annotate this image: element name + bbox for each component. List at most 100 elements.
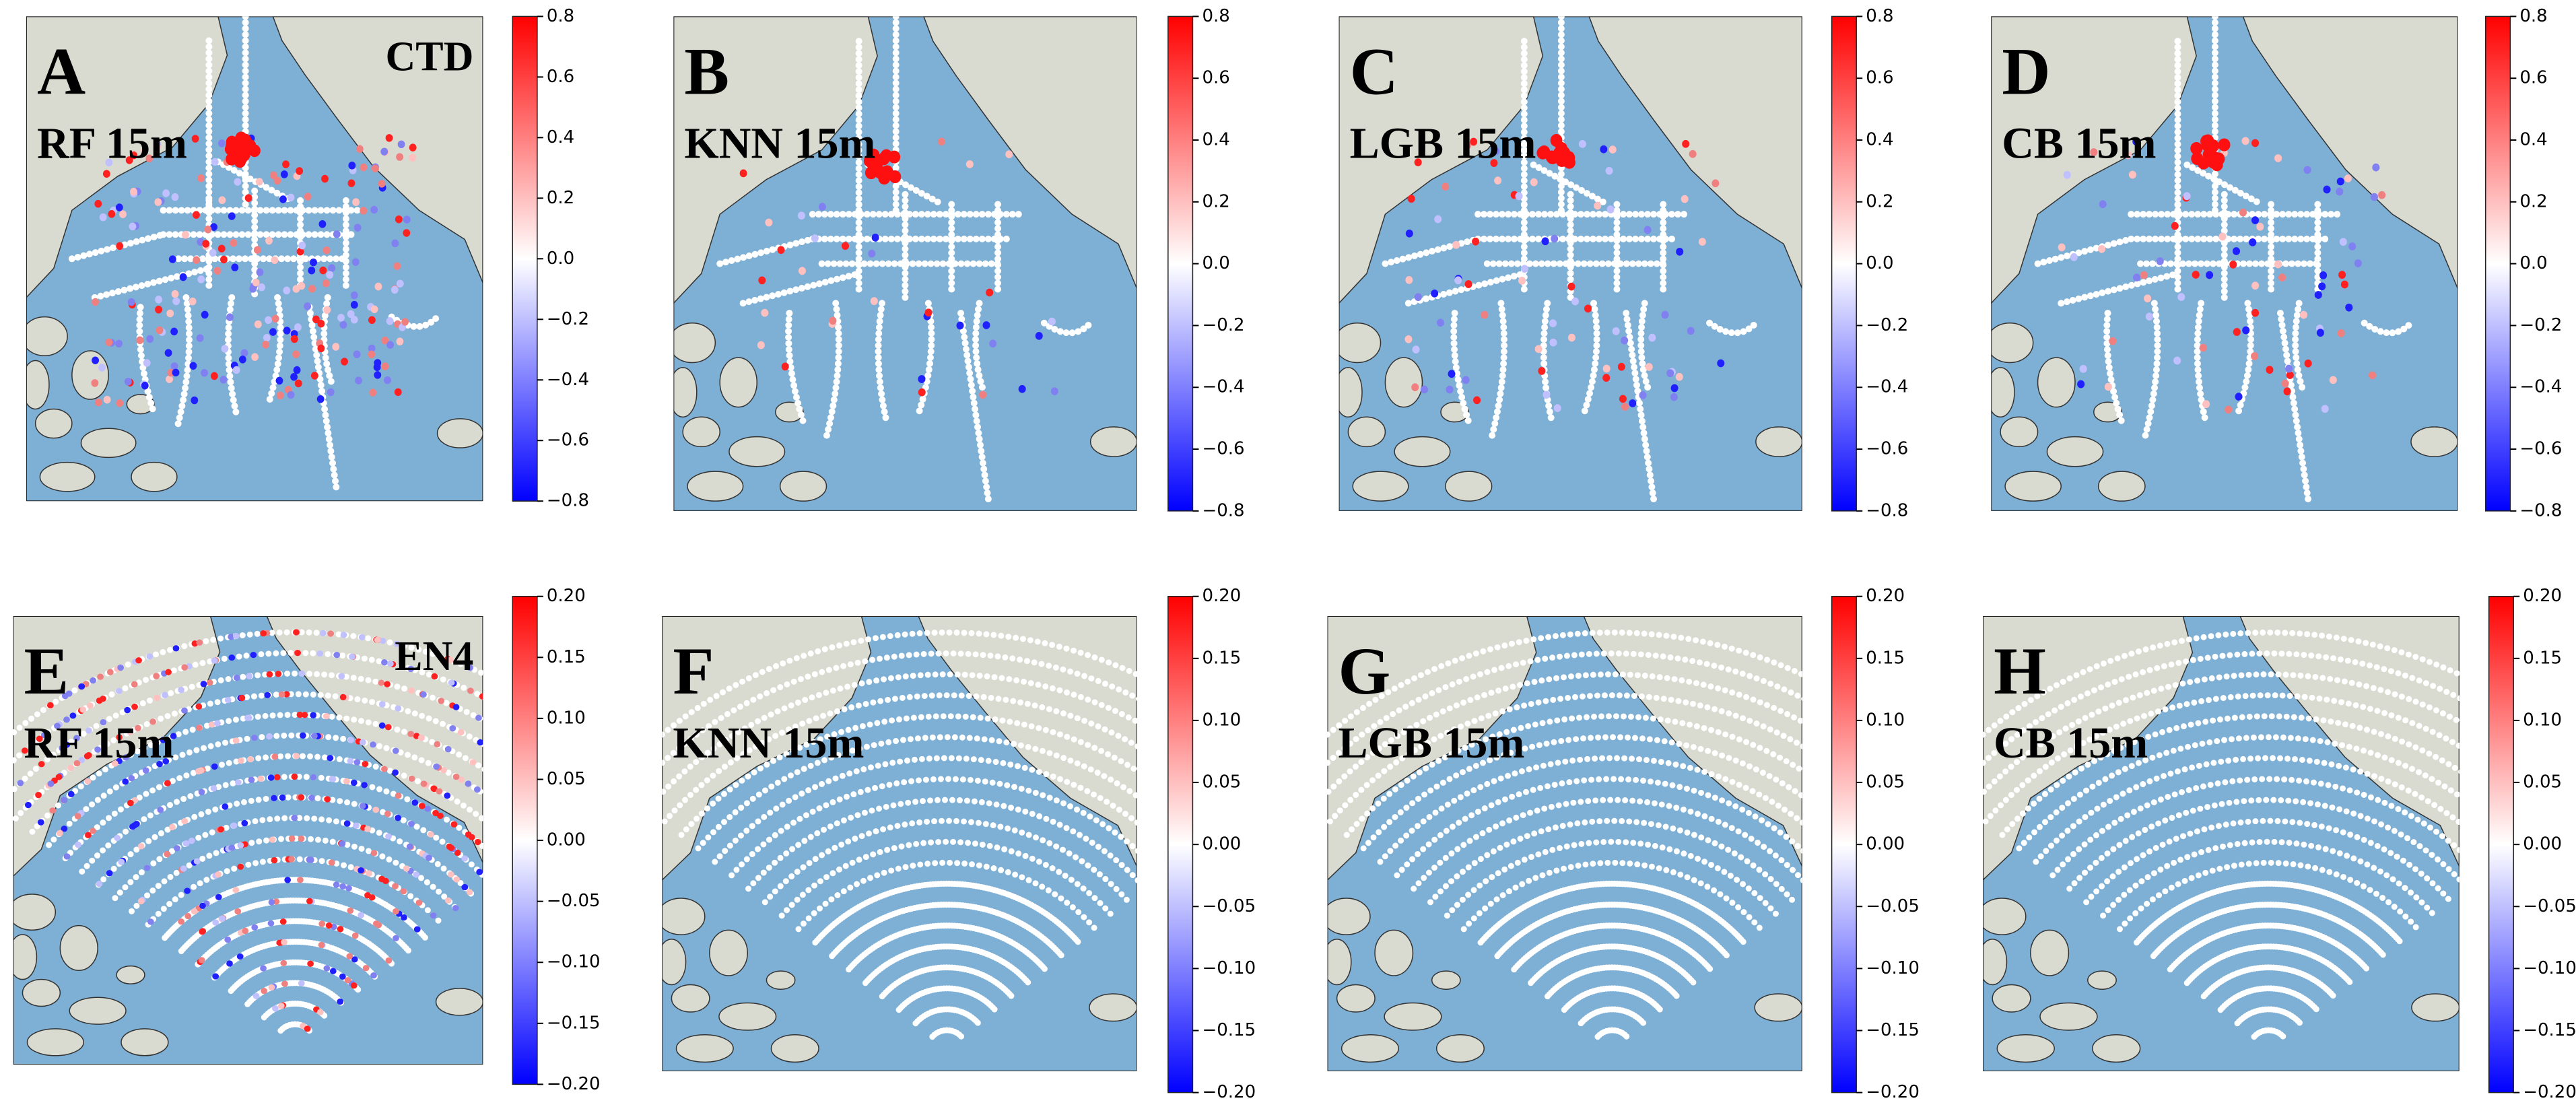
colorbar-tick-label: −0.15 xyxy=(547,1013,601,1033)
sample-point xyxy=(986,288,994,297)
sample-track xyxy=(1314,675,1911,808)
sample-point xyxy=(343,778,350,784)
sample-point xyxy=(1578,139,1586,148)
sample-point xyxy=(119,210,127,218)
sample-point xyxy=(350,300,358,309)
sample-point xyxy=(2144,294,2152,303)
sample-point xyxy=(191,396,199,405)
sample-point xyxy=(59,745,66,751)
sample-point xyxy=(316,650,324,657)
sample-point xyxy=(1551,234,1559,243)
sample-point xyxy=(84,778,92,785)
sample-track xyxy=(139,307,154,413)
sample-point xyxy=(352,198,360,206)
sample-point xyxy=(2232,247,2241,255)
sample-point xyxy=(327,755,334,762)
sample-point xyxy=(164,850,171,858)
sample-point xyxy=(355,145,364,153)
colorbar-tick-label: −0.6 xyxy=(547,430,589,450)
sample-point xyxy=(337,314,345,322)
colorbar-tick-label: −0.4 xyxy=(1866,377,1908,397)
colorbar-tick-label: 0.6 xyxy=(1866,68,1893,88)
sample-point xyxy=(234,908,242,915)
sample-point xyxy=(370,972,377,979)
sample-point xyxy=(409,154,417,162)
sample-point xyxy=(2370,193,2378,201)
sample-point xyxy=(553,797,560,803)
sample-point xyxy=(323,965,331,972)
sample-track xyxy=(715,758,1179,862)
sample-point xyxy=(296,167,304,175)
sample-point xyxy=(447,871,454,878)
sample-point xyxy=(127,799,134,807)
colorbar-tick-label: 0.10 xyxy=(1866,710,1905,730)
sample-track xyxy=(2170,926,2367,970)
sample-point xyxy=(393,262,401,270)
sample-point xyxy=(1470,137,1478,146)
sample-point xyxy=(237,758,244,764)
panel-title: RF 15m xyxy=(24,718,174,768)
map xyxy=(13,616,560,1065)
sample-point xyxy=(160,737,167,743)
island xyxy=(2038,358,2075,407)
sample-point xyxy=(172,368,180,377)
sample-point xyxy=(1687,327,1695,335)
sample-point xyxy=(438,698,445,704)
sample-point xyxy=(195,703,203,710)
island xyxy=(13,935,37,980)
sample-point xyxy=(351,932,359,939)
sample-point xyxy=(338,673,345,679)
sample-point xyxy=(1681,195,1689,203)
sample-point xyxy=(1606,205,1615,213)
sample-point xyxy=(1553,404,1561,413)
sample-point xyxy=(1629,399,1637,407)
sample-point xyxy=(2304,359,2312,368)
sample-point xyxy=(256,268,264,277)
sample-point xyxy=(74,813,81,819)
sample-point xyxy=(2329,376,2337,384)
island xyxy=(1983,898,2026,935)
sample-point xyxy=(279,918,287,925)
sample-point xyxy=(25,801,32,809)
sample-point xyxy=(105,338,113,347)
sample-point xyxy=(355,376,362,384)
sample-point xyxy=(2218,138,2231,152)
sample-point xyxy=(154,694,161,702)
sample-point xyxy=(115,687,123,694)
sample-track xyxy=(743,273,859,303)
colorbar xyxy=(512,595,538,1085)
sample-point xyxy=(36,735,43,742)
sample-point xyxy=(316,395,325,403)
colorbar-tick-label: −0.15 xyxy=(1202,1020,1256,1040)
colorbar-tick-label: 0.8 xyxy=(2519,6,2547,26)
sample-point xyxy=(269,836,276,843)
sample-point xyxy=(182,230,189,239)
colorbar-tick-label: −0.8 xyxy=(1866,500,1908,520)
sample-point xyxy=(1492,147,1500,156)
sample-point xyxy=(244,194,252,202)
sample-point xyxy=(1666,369,1674,378)
sample-point xyxy=(2104,382,2112,391)
sample-track xyxy=(748,800,1145,889)
sample-point xyxy=(413,926,421,933)
sample-point xyxy=(287,391,295,399)
sample-point xyxy=(2132,137,2140,146)
sample-point xyxy=(798,267,806,275)
sample-track xyxy=(1347,716,1878,835)
sample-point xyxy=(418,735,426,741)
sample-point xyxy=(2132,273,2141,281)
sample-point xyxy=(233,136,246,149)
sample-point xyxy=(157,807,164,813)
sample-point xyxy=(818,203,826,211)
sample-point xyxy=(108,210,116,218)
sample-point xyxy=(1594,201,1602,210)
sample-point xyxy=(878,172,891,185)
sample-track xyxy=(2221,988,2317,1010)
sample-point xyxy=(21,747,28,754)
sample-point xyxy=(454,849,461,856)
colorbar xyxy=(512,15,538,502)
sample-track xyxy=(2019,737,2519,848)
sample-point xyxy=(211,158,219,166)
sample-point xyxy=(261,988,268,995)
sample-point xyxy=(409,143,417,152)
